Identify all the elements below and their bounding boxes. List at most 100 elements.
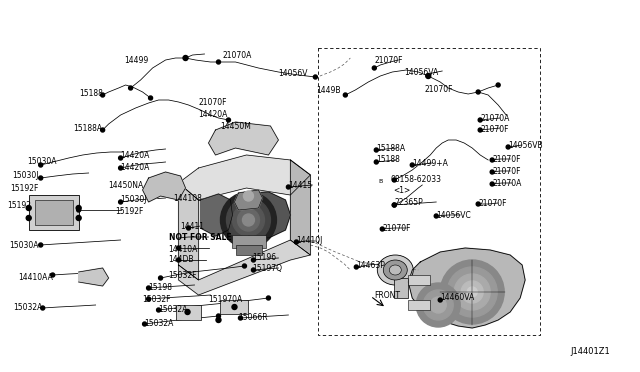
Text: 22365P: 22365P <box>394 198 423 206</box>
Circle shape <box>372 66 376 70</box>
Circle shape <box>392 203 396 207</box>
Text: 15032A: 15032A <box>145 318 174 327</box>
Text: 15188: 15188 <box>376 154 400 164</box>
Text: 14499: 14499 <box>124 55 148 64</box>
Circle shape <box>416 283 460 327</box>
Circle shape <box>77 208 81 212</box>
Text: 15032F: 15032F <box>168 270 197 279</box>
Circle shape <box>476 202 480 206</box>
Text: 15192F: 15192F <box>116 206 144 215</box>
Text: 14460VA: 14460VA <box>440 294 474 302</box>
Circle shape <box>76 215 81 221</box>
Text: 14420A: 14420A <box>198 109 228 119</box>
Polygon shape <box>291 160 310 255</box>
Text: 15030A: 15030A <box>9 241 38 250</box>
Circle shape <box>216 314 221 318</box>
Circle shape <box>118 200 123 204</box>
Circle shape <box>118 166 123 170</box>
Text: 14415: 14415 <box>289 180 312 189</box>
Circle shape <box>239 316 243 320</box>
Text: 15032F: 15032F <box>143 295 171 304</box>
Circle shape <box>392 203 396 207</box>
Text: 15197Q: 15197Q <box>252 263 282 273</box>
Text: 15196: 15196 <box>252 253 276 263</box>
Circle shape <box>38 163 43 167</box>
Text: 21070F: 21070F <box>374 55 403 64</box>
Text: 14410A: 14410A <box>168 244 198 253</box>
Circle shape <box>374 148 378 152</box>
Circle shape <box>185 310 190 314</box>
Circle shape <box>100 128 104 132</box>
Polygon shape <box>179 183 198 280</box>
Circle shape <box>266 296 271 300</box>
Text: 21070A: 21070A <box>480 113 509 122</box>
Circle shape <box>159 276 163 280</box>
Circle shape <box>118 156 123 160</box>
Text: FRONT: FRONT <box>374 291 400 299</box>
Circle shape <box>438 298 442 302</box>
Text: 14056VB: 14056VB <box>508 141 543 150</box>
Circle shape <box>252 258 255 262</box>
Circle shape <box>147 286 150 290</box>
Circle shape <box>227 198 271 242</box>
Text: 21070F: 21070F <box>478 199 507 208</box>
Text: J14401Z1: J14401Z1 <box>570 347 610 356</box>
Ellipse shape <box>218 198 278 242</box>
Circle shape <box>454 274 490 310</box>
Text: 14056V: 14056V <box>278 68 308 77</box>
Circle shape <box>252 268 255 272</box>
Bar <box>408 275 430 285</box>
Text: 1449B: 1449B <box>316 86 340 94</box>
Circle shape <box>51 273 54 277</box>
Circle shape <box>506 145 510 149</box>
Ellipse shape <box>383 260 407 280</box>
Text: 21070F: 21070F <box>480 125 509 134</box>
Circle shape <box>490 170 494 174</box>
Text: 15188: 15188 <box>79 89 102 97</box>
Circle shape <box>423 290 453 320</box>
Polygon shape <box>234 190 262 210</box>
Text: 14410J: 14410J <box>296 235 323 244</box>
Polygon shape <box>79 268 109 286</box>
Circle shape <box>243 214 255 226</box>
Text: NOT FOR SALE: NOT FOR SALE <box>168 232 231 241</box>
Text: 14410AA: 14410AA <box>18 273 52 282</box>
Circle shape <box>430 297 446 313</box>
Circle shape <box>100 93 104 97</box>
Text: 21070F: 21070F <box>492 154 521 164</box>
Text: 15198: 15198 <box>148 283 173 292</box>
Text: 21070A: 21070A <box>492 179 522 187</box>
Circle shape <box>41 306 45 310</box>
Text: 15188A: 15188A <box>376 144 405 153</box>
Circle shape <box>129 86 132 90</box>
Circle shape <box>355 265 358 269</box>
Text: B: B <box>378 179 383 183</box>
Circle shape <box>38 176 43 180</box>
Circle shape <box>496 83 500 87</box>
Circle shape <box>216 60 221 64</box>
Circle shape <box>440 260 504 324</box>
Text: 21070F: 21070F <box>382 224 411 232</box>
Bar <box>232 235 266 248</box>
Text: 21070F: 21070F <box>492 167 521 176</box>
Bar <box>394 278 408 298</box>
Circle shape <box>183 55 188 61</box>
Polygon shape <box>408 248 525 328</box>
Circle shape <box>374 160 378 164</box>
Circle shape <box>490 158 494 162</box>
Text: 15030J: 15030J <box>120 195 147 203</box>
Text: 14450M: 14450M <box>221 122 252 131</box>
Circle shape <box>343 93 348 97</box>
Circle shape <box>186 226 191 230</box>
Text: 14056VA: 14056VA <box>404 67 438 77</box>
Ellipse shape <box>378 255 413 285</box>
Text: 14420A: 14420A <box>120 151 150 160</box>
Bar <box>221 300 248 314</box>
Circle shape <box>221 192 276 248</box>
Text: 151970A: 151970A <box>209 295 243 304</box>
Circle shape <box>435 214 438 218</box>
Text: 14420A: 14420A <box>120 163 150 171</box>
Circle shape <box>26 205 31 211</box>
Text: 14411: 14411 <box>180 221 205 231</box>
Circle shape <box>216 317 221 323</box>
